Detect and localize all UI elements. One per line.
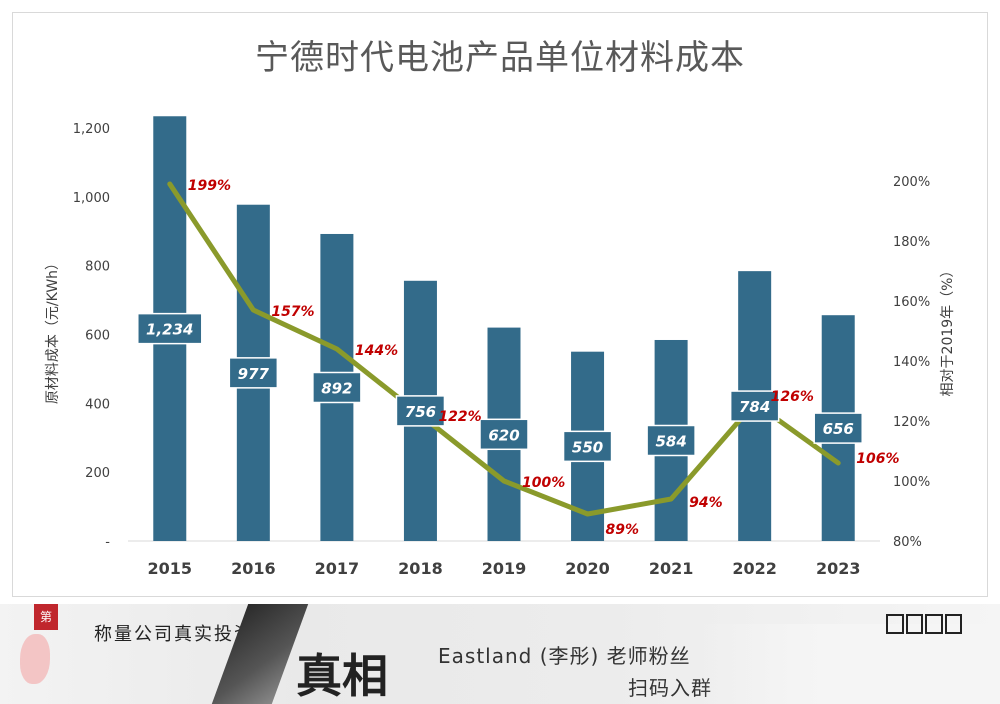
banner-headline: 真相 bbox=[296, 649, 388, 703]
bar-value-label: 892 bbox=[321, 379, 352, 397]
bar-value-box bbox=[395, 395, 446, 427]
bar-value-box bbox=[729, 390, 780, 422]
banner-fade bbox=[700, 624, 1000, 704]
bar-value-label: 784 bbox=[739, 398, 770, 416]
y2-axis-title: 相对于2019年（%） bbox=[940, 264, 956, 397]
y-tick-label: - bbox=[105, 535, 110, 550]
bar-value-box bbox=[479, 418, 529, 451]
x-tick-label: 2023 bbox=[816, 559, 861, 578]
y2-tick-label: 160% bbox=[893, 295, 930, 310]
bar-value-label: 656 bbox=[823, 420, 854, 438]
bar-value-box bbox=[312, 371, 362, 404]
y-tick-label: 600 bbox=[85, 328, 110, 343]
y-tick-label: 1,200 bbox=[73, 122, 110, 137]
bar-value-label: 1,234 bbox=[146, 321, 193, 339]
x-tick-label: 2017 bbox=[315, 559, 360, 578]
bar-value-label: 584 bbox=[655, 432, 686, 450]
bar-value-box bbox=[562, 430, 613, 463]
y-tick-label: 400 bbox=[85, 397, 110, 412]
x-tick-label: 2022 bbox=[732, 559, 777, 578]
banner-author: Eastland (李彤) 老师粉丝 bbox=[438, 644, 691, 668]
x-tick-label: 2018 bbox=[398, 559, 443, 578]
promo-banner: 第 称量公司真实投资价值 真相 Eastland (李彤) 老师粉丝 扫码入群 bbox=[0, 604, 1000, 704]
x-tick-label: 2016 bbox=[231, 559, 276, 578]
line-value-label: 106% bbox=[856, 451, 899, 467]
line-value-label: 126% bbox=[771, 389, 814, 405]
y2-tick-label: 120% bbox=[893, 415, 930, 430]
bar-value-label: 756 bbox=[405, 403, 436, 421]
y2-tick-label: 200% bbox=[893, 175, 930, 190]
x-tick-label: 2015 bbox=[148, 559, 193, 578]
x-tick-label: 2021 bbox=[649, 559, 694, 578]
qr-code-icon[interactable] bbox=[886, 614, 962, 634]
banner-stripe bbox=[211, 604, 309, 704]
line-value-label: 122% bbox=[438, 409, 481, 425]
x-tick-label: 2020 bbox=[565, 559, 610, 578]
y-tick-label: 200 bbox=[85, 466, 110, 481]
y2-tick-label: 100% bbox=[893, 475, 930, 490]
banner-badge: 第 bbox=[34, 604, 58, 630]
bar-value-label: 977 bbox=[238, 365, 270, 383]
line-value-label: 94% bbox=[689, 495, 723, 511]
y2-tick-label: 180% bbox=[893, 235, 930, 250]
bar-value-label: 550 bbox=[572, 438, 603, 456]
y-tick-label: 1,000 bbox=[73, 191, 110, 206]
bar-value-box bbox=[228, 357, 279, 389]
line-value-label: 157% bbox=[271, 304, 314, 320]
banner-decoration bbox=[20, 634, 50, 684]
y-tick-label: 800 bbox=[85, 260, 110, 275]
chart-svg: - 200 400 600 800 1,000 1,200 80% 100% 120% 140% 16… bbox=[45, 116, 956, 578]
banner-scan-text: 扫码入群 bbox=[628, 676, 712, 700]
x-tick-label: 2019 bbox=[482, 559, 527, 578]
line-value-label: 89% bbox=[606, 522, 640, 538]
bar-value-label: 620 bbox=[488, 426, 519, 444]
line-value-label: 100% bbox=[522, 475, 565, 491]
series-line bbox=[167, 181, 841, 517]
y2-tick-label: 80% bbox=[893, 535, 922, 550]
y-axis-title: 原材料成本（元/KWh） bbox=[45, 256, 61, 404]
bar-value-box bbox=[813, 412, 863, 444]
line-value-label: 144% bbox=[355, 343, 398, 359]
line-value-label: 199% bbox=[188, 178, 231, 194]
y2-tick-label: 140% bbox=[893, 355, 930, 370]
bar-value-box bbox=[646, 424, 696, 457]
chart-title: 宁德时代电池产品单位材料成本 bbox=[255, 38, 745, 78]
bar-value-box bbox=[137, 312, 203, 345]
